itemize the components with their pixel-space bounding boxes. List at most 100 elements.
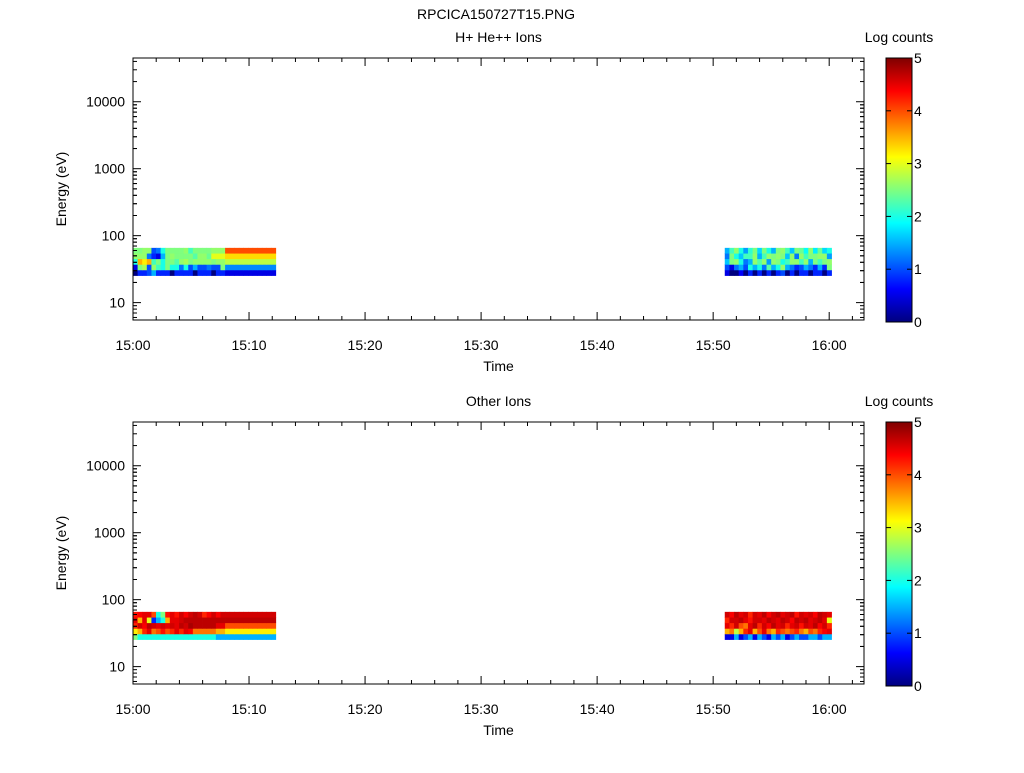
heatmap-cell xyxy=(165,258,171,265)
heatmap-cell xyxy=(183,617,189,624)
heatmap-cell xyxy=(248,633,254,640)
heatmap-cell xyxy=(179,628,185,635)
heatmap-cell xyxy=(202,264,208,271)
heatmap-cell xyxy=(789,258,795,265)
heatmap-cell xyxy=(743,264,749,271)
heatmap-cell xyxy=(234,611,240,618)
heatmap-cell xyxy=(215,617,221,624)
heatmap-cell xyxy=(220,258,226,265)
heatmap-cell xyxy=(174,247,180,254)
heatmap-cell xyxy=(243,617,249,624)
heatmap-cell xyxy=(794,269,800,276)
heatmap-cell xyxy=(215,253,221,260)
x-tick-label: 15:40 xyxy=(580,701,615,717)
heatmap-cell xyxy=(822,617,828,624)
heatmap-cell xyxy=(826,628,832,635)
heatmap-cell xyxy=(826,617,832,624)
heatmap-cell xyxy=(775,611,781,618)
heatmap-cell xyxy=(752,633,758,640)
colorbar-tick-label: 3 xyxy=(914,156,922,172)
heatmap-cell xyxy=(766,269,772,276)
heatmap-cell xyxy=(261,617,267,624)
heatmap-cell xyxy=(812,617,818,624)
heatmap-cell xyxy=(211,617,217,624)
heatmap-cell xyxy=(271,258,277,265)
heatmap-cell xyxy=(812,628,818,635)
heatmap-cell xyxy=(757,253,763,260)
heatmap-cell xyxy=(238,628,244,635)
heatmap-cell xyxy=(215,247,221,254)
heatmap-cell xyxy=(817,253,823,260)
heatmap-cell xyxy=(766,253,772,260)
heatmap-cell xyxy=(188,258,194,265)
heatmap-cell xyxy=(761,633,767,640)
heatmap-cell xyxy=(822,253,828,260)
heatmap-cell xyxy=(724,269,730,276)
heatmap-cell xyxy=(794,622,800,629)
heatmap-cell xyxy=(771,253,777,260)
heatmap-cell xyxy=(137,258,143,265)
heatmap-cell xyxy=(188,622,194,629)
y-tick-label: 10000 xyxy=(86,458,125,474)
heatmap-cell xyxy=(757,622,763,629)
heatmap-cell xyxy=(789,264,795,271)
heatmap-cell xyxy=(724,628,730,635)
heatmap-cell xyxy=(151,628,157,635)
heatmap-cell xyxy=(738,633,744,640)
heatmap-cell xyxy=(252,633,258,640)
heatmap-cell xyxy=(761,269,767,276)
heatmap-cell xyxy=(734,617,740,624)
heatmap-cell xyxy=(192,264,198,271)
heatmap-cell xyxy=(179,247,185,254)
heatmap-cell xyxy=(799,264,805,271)
heatmap-cell xyxy=(761,628,767,635)
heatmap-cell xyxy=(179,253,185,260)
heatmap-cell xyxy=(803,264,809,271)
heatmap-cell xyxy=(156,622,162,629)
heatmap-cell xyxy=(808,622,814,629)
heatmap-cell xyxy=(747,622,754,629)
heatmap-cell xyxy=(174,633,180,640)
heatmap-cell xyxy=(202,253,208,260)
colorbar-tick-label: 4 xyxy=(914,103,922,119)
heatmap-cell xyxy=(151,633,157,640)
heatmap-cell xyxy=(229,633,235,640)
heatmap-cell xyxy=(766,628,772,635)
heatmap-cell xyxy=(202,247,208,254)
heatmap-cell xyxy=(192,269,198,276)
heatmap-cell xyxy=(803,269,809,276)
heatmap-cell xyxy=(266,617,272,624)
heatmap-cell xyxy=(146,622,152,629)
heatmap-cell xyxy=(785,611,791,618)
heatmap-cell xyxy=(156,264,162,271)
heatmap-cell xyxy=(803,258,809,265)
heatmap-cell xyxy=(812,264,818,271)
x-tick-label: 15:50 xyxy=(696,337,731,353)
heatmap-cell xyxy=(220,617,226,624)
heatmap-cell xyxy=(229,617,235,624)
heatmap-cell xyxy=(724,253,730,260)
heatmap-cell xyxy=(151,611,157,618)
heatmap-cell xyxy=(743,247,749,254)
panel-2: Other Ions 15:00 15:10 15:20 15:30 15:40 15:50… xyxy=(53,393,933,738)
heatmap-cell xyxy=(743,622,749,629)
heatmap-cell xyxy=(179,258,185,265)
heatmap-cell xyxy=(156,617,162,624)
heatmap-cell xyxy=(747,258,754,265)
heatmap-cell xyxy=(734,264,740,271)
heatmap-cell xyxy=(165,622,171,629)
heatmap-cell xyxy=(197,269,203,276)
heatmap-cell xyxy=(771,633,777,640)
heatmap-cell xyxy=(211,269,217,276)
colorbar xyxy=(885,421,913,687)
heatmap-cell xyxy=(785,269,791,276)
heatmap-cell xyxy=(211,628,217,635)
heatmap-cell xyxy=(151,258,157,265)
heatmap-cell xyxy=(169,622,175,629)
heatmap-cell xyxy=(766,622,772,629)
heatmap-cell xyxy=(729,617,735,624)
heatmap-cell xyxy=(211,633,217,640)
heatmap-cell xyxy=(808,253,814,260)
heatmap-cell xyxy=(206,253,212,260)
heatmap-cell xyxy=(234,622,240,629)
